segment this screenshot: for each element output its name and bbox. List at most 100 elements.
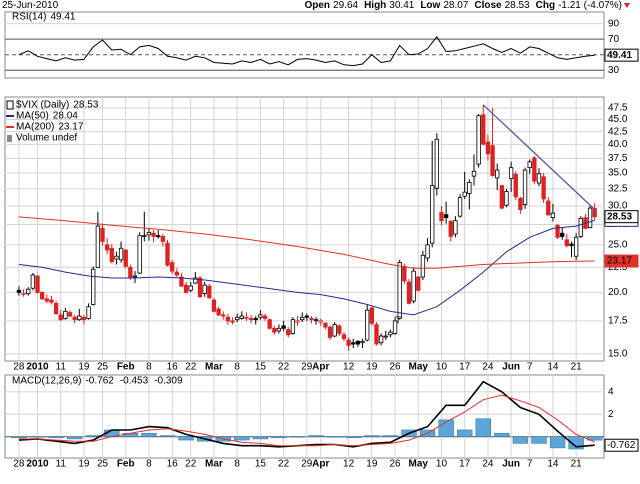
candle-body bbox=[485, 141, 491, 155]
candle-body bbox=[30, 274, 36, 289]
candle-body bbox=[309, 318, 314, 321]
candle-body bbox=[462, 191, 467, 197]
candle-body bbox=[53, 302, 59, 315]
candle-body bbox=[95, 225, 101, 268]
y-tick-label: 25.0 bbox=[608, 239, 628, 250]
macd-line bbox=[18, 380, 595, 448]
x-tick-label: 8 bbox=[146, 459, 152, 470]
histogram-bar bbox=[327, 436, 343, 438]
y-tick-label: 47.5 bbox=[608, 103, 628, 114]
candle-body bbox=[16, 289, 22, 293]
candle-body bbox=[573, 236, 579, 257]
header-label: High bbox=[364, 0, 387, 11]
x-tick-label: 25 bbox=[97, 459, 109, 470]
candle-body bbox=[416, 276, 421, 291]
histogram-bar bbox=[141, 433, 157, 437]
candle-body bbox=[235, 316, 240, 321]
moving-average bbox=[18, 216, 595, 269]
candle-body bbox=[555, 224, 560, 238]
x-tick-label: 7 bbox=[527, 459, 533, 470]
candle-body bbox=[211, 299, 217, 312]
candle-body bbox=[508, 167, 514, 180]
histogram-bar bbox=[178, 436, 194, 441]
candle-body bbox=[86, 306, 91, 319]
legend-value: 28.04 bbox=[53, 111, 78, 122]
x-tick-label: 14 bbox=[547, 459, 559, 470]
legend-label: $VIX (Daily) bbox=[16, 100, 69, 111]
y-tick-label: 32.5 bbox=[608, 184, 628, 195]
candle-body bbox=[239, 315, 244, 319]
x-tick-label: 12 bbox=[343, 459, 355, 470]
value-tag: -0.762 bbox=[607, 440, 636, 451]
x-tick-label: 22 bbox=[278, 459, 290, 470]
candles bbox=[16, 104, 597, 351]
x-tick-label: May bbox=[409, 362, 429, 373]
candle-body bbox=[169, 262, 175, 272]
candle-body bbox=[374, 324, 379, 345]
x-tick-label: 24 bbox=[482, 459, 494, 470]
candle-body bbox=[132, 275, 138, 278]
candle-body bbox=[430, 185, 435, 244]
candle-body bbox=[118, 247, 124, 261]
histogram-bar bbox=[66, 436, 83, 440]
candle-body bbox=[425, 244, 430, 259]
header-items: Open 29.64 High 30.41 Low 28.07 Close 28.53 Chg -… bbox=[298, 0, 622, 12]
x-tick-label: 19 bbox=[78, 459, 90, 470]
candle-body bbox=[397, 262, 402, 319]
candle-body bbox=[420, 254, 426, 278]
candle-body bbox=[253, 318, 258, 321]
x-tick-label: Jun bbox=[502, 459, 520, 470]
histogram-bar bbox=[48, 436, 64, 439]
histogram-bar bbox=[289, 436, 306, 438]
x-tick-label: 15 bbox=[255, 459, 267, 470]
candle-body bbox=[471, 170, 477, 177]
candle-body bbox=[207, 285, 212, 299]
candle-body bbox=[518, 197, 523, 210]
candle-body bbox=[295, 320, 300, 323]
candle-body bbox=[467, 182, 472, 194]
candle-body bbox=[546, 200, 551, 216]
legend-value: 23.17 bbox=[58, 122, 83, 133]
candle-body bbox=[179, 276, 184, 287]
candle-body bbox=[72, 316, 77, 321]
legend-value: -0.309 bbox=[154, 376, 183, 387]
value-tag-box bbox=[604, 48, 639, 62]
x-tick-label: 2010 bbox=[26, 362, 49, 373]
candle-body bbox=[160, 236, 166, 242]
candle-body bbox=[504, 191, 509, 206]
candle-body bbox=[495, 169, 500, 179]
histogram-bar bbox=[382, 435, 399, 437]
x-tick-label: 28 bbox=[13, 362, 25, 373]
candle-body bbox=[276, 327, 282, 332]
candle-body bbox=[262, 315, 268, 319]
candle-body bbox=[197, 277, 203, 298]
x-tick-label: 25 bbox=[97, 362, 109, 373]
candle-body bbox=[443, 214, 449, 219]
x-tick-label: Apr bbox=[312, 362, 329, 373]
candle-body bbox=[216, 308, 221, 316]
candle-body bbox=[100, 228, 105, 242]
x-tick-label: 16 bbox=[167, 362, 179, 373]
x-tick-label: May bbox=[409, 459, 429, 470]
candle-body bbox=[560, 232, 565, 237]
candle-body bbox=[91, 268, 96, 305]
candle-body bbox=[541, 176, 546, 200]
candle-body bbox=[81, 316, 87, 321]
candle-body bbox=[323, 322, 328, 328]
candle-body bbox=[258, 314, 263, 318]
x-tick-label: Feb bbox=[117, 362, 135, 373]
x-tick-label: Mar bbox=[205, 459, 223, 470]
candle-body bbox=[114, 255, 119, 260]
candle-body bbox=[536, 173, 542, 184]
candle-body bbox=[244, 316, 249, 319]
moving-average bbox=[18, 219, 595, 316]
candle-body bbox=[532, 157, 537, 182]
down-arrow bbox=[624, 3, 630, 8]
value-tag: 49.41 bbox=[607, 50, 632, 61]
x-tick-label: 21 bbox=[571, 459, 583, 470]
legend-value: 28.53 bbox=[73, 100, 98, 111]
candle-body bbox=[156, 235, 161, 238]
y-tick-label: 40.0 bbox=[608, 139, 628, 150]
x-tick-label: 22 bbox=[185, 362, 197, 373]
x-tick-label: 15 bbox=[255, 362, 267, 373]
